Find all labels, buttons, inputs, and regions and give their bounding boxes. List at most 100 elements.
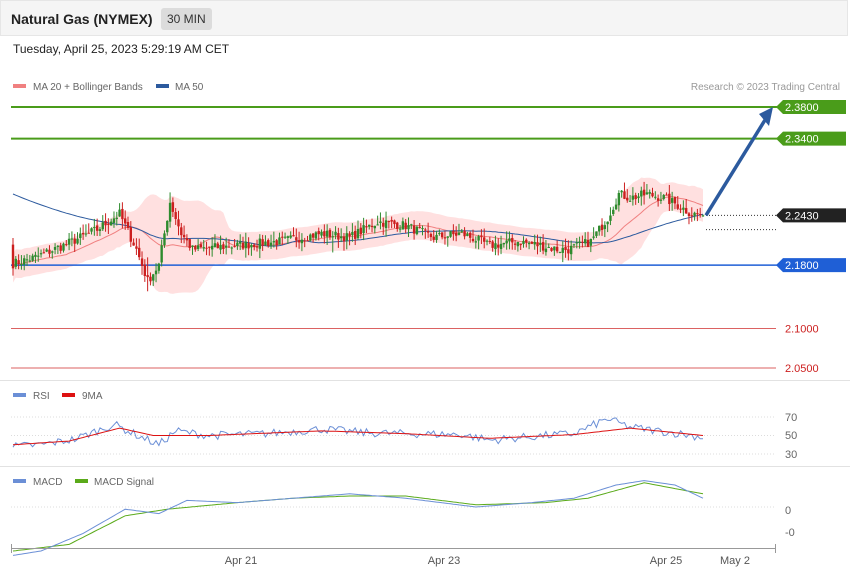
level-tag-2.3400 — [776, 131, 846, 146]
macd-tick: -0 — [785, 527, 795, 539]
candle-body — [558, 251, 562, 253]
candle-body — [65, 244, 68, 246]
candle-body — [421, 228, 424, 230]
candle-body — [188, 239, 191, 248]
candle-body — [651, 192, 654, 197]
rsi-ma-line — [12, 427, 704, 446]
candle-body — [499, 243, 503, 250]
candle-body — [693, 212, 696, 216]
candle-body — [480, 235, 483, 238]
candle-body — [387, 221, 391, 223]
candle-body — [205, 247, 208, 249]
candle-body — [356, 228, 360, 239]
candle-body — [516, 241, 520, 247]
candle-body — [609, 215, 612, 221]
timestamp: Tuesday, April 25, 2023 5:29:19 AM CET — [13, 42, 230, 56]
candle-body — [331, 236, 334, 238]
candle-body — [283, 236, 287, 238]
candle-body — [687, 213, 691, 217]
rsi-tick: 30 — [785, 449, 797, 461]
macd-signal-legend-swatch — [75, 479, 88, 483]
candle-body — [269, 242, 273, 246]
candle-body — [118, 209, 121, 217]
candle-body — [250, 244, 253, 248]
candle-body — [31, 255, 34, 261]
candle-body — [11, 244, 15, 269]
candle-body — [95, 225, 99, 231]
x-axis-label: Apr 25 — [650, 555, 682, 567]
x-axis-label: May 2 — [720, 555, 750, 567]
candle-body — [104, 220, 107, 226]
candle-body — [121, 208, 124, 220]
candle-body — [348, 233, 351, 237]
candle-body — [550, 247, 553, 251]
candle-body — [567, 249, 570, 254]
candle-body — [561, 247, 564, 253]
candle-body — [295, 237, 298, 241]
candle-body — [513, 243, 517, 245]
macd-lines — [12, 480, 704, 556]
candle-body — [154, 270, 158, 275]
candle-body — [379, 221, 382, 224]
candle-body — [224, 245, 228, 248]
candle-body — [670, 198, 674, 203]
candle-body — [233, 246, 236, 248]
candle-body — [39, 253, 43, 255]
candle-body — [696, 213, 699, 215]
level-tag-label: 2.3800 — [785, 102, 819, 114]
x-axis-label: Apr 23 — [428, 555, 460, 567]
projection-arrow-head — [759, 107, 773, 126]
candle-body — [253, 244, 256, 248]
candle-body — [208, 246, 211, 248]
candle-body — [216, 243, 219, 249]
candle-body — [272, 241, 276, 243]
candle-body — [292, 235, 295, 237]
candle-body — [673, 197, 677, 204]
candle-body — [682, 207, 685, 210]
candle-body — [132, 242, 135, 246]
candle-body — [539, 243, 542, 245]
candle-body — [494, 243, 497, 250]
candle-body — [424, 229, 427, 231]
candle-body — [143, 264, 147, 277]
level-tag-label: 2.2430 — [785, 210, 819, 222]
candle-body — [612, 209, 615, 215]
candle-body — [547, 246, 550, 248]
candle-body — [614, 204, 618, 210]
candle-body — [404, 222, 407, 230]
candle-body — [286, 236, 290, 238]
candle-body — [281, 236, 284, 238]
candle-body — [502, 242, 506, 245]
candle-body — [309, 234, 312, 241]
candle-body — [592, 236, 595, 238]
level-tag-2.2430 — [776, 208, 846, 223]
candle-body — [598, 225, 601, 232]
candle-body — [180, 227, 183, 236]
candle-body — [600, 224, 604, 231]
candle-body — [73, 238, 76, 244]
candle-body — [390, 219, 393, 222]
timeframe-badge[interactable]: 30 MIN — [161, 8, 212, 30]
candle-body — [70, 238, 74, 240]
candle-body — [631, 195, 635, 200]
candle-body — [572, 244, 576, 246]
level-lines — [11, 106, 778, 369]
candle-body — [396, 222, 399, 229]
candle-body — [698, 214, 702, 216]
candle-body — [177, 219, 180, 227]
ma50-legend-swatch — [156, 84, 169, 88]
candle-body — [90, 228, 93, 232]
candle-body — [303, 240, 306, 242]
candle-body — [258, 238, 262, 249]
candle-body — [407, 225, 410, 230]
candle-body — [62, 243, 65, 251]
candle-body — [112, 218, 116, 223]
candle-body — [53, 246, 57, 250]
candle-body — [17, 260, 20, 265]
candle-body — [325, 230, 329, 237]
candle-body — [679, 208, 682, 210]
candle-body — [485, 240, 489, 242]
candle-body — [440, 232, 444, 238]
candle-body — [581, 241, 584, 243]
candle-body — [454, 232, 458, 236]
